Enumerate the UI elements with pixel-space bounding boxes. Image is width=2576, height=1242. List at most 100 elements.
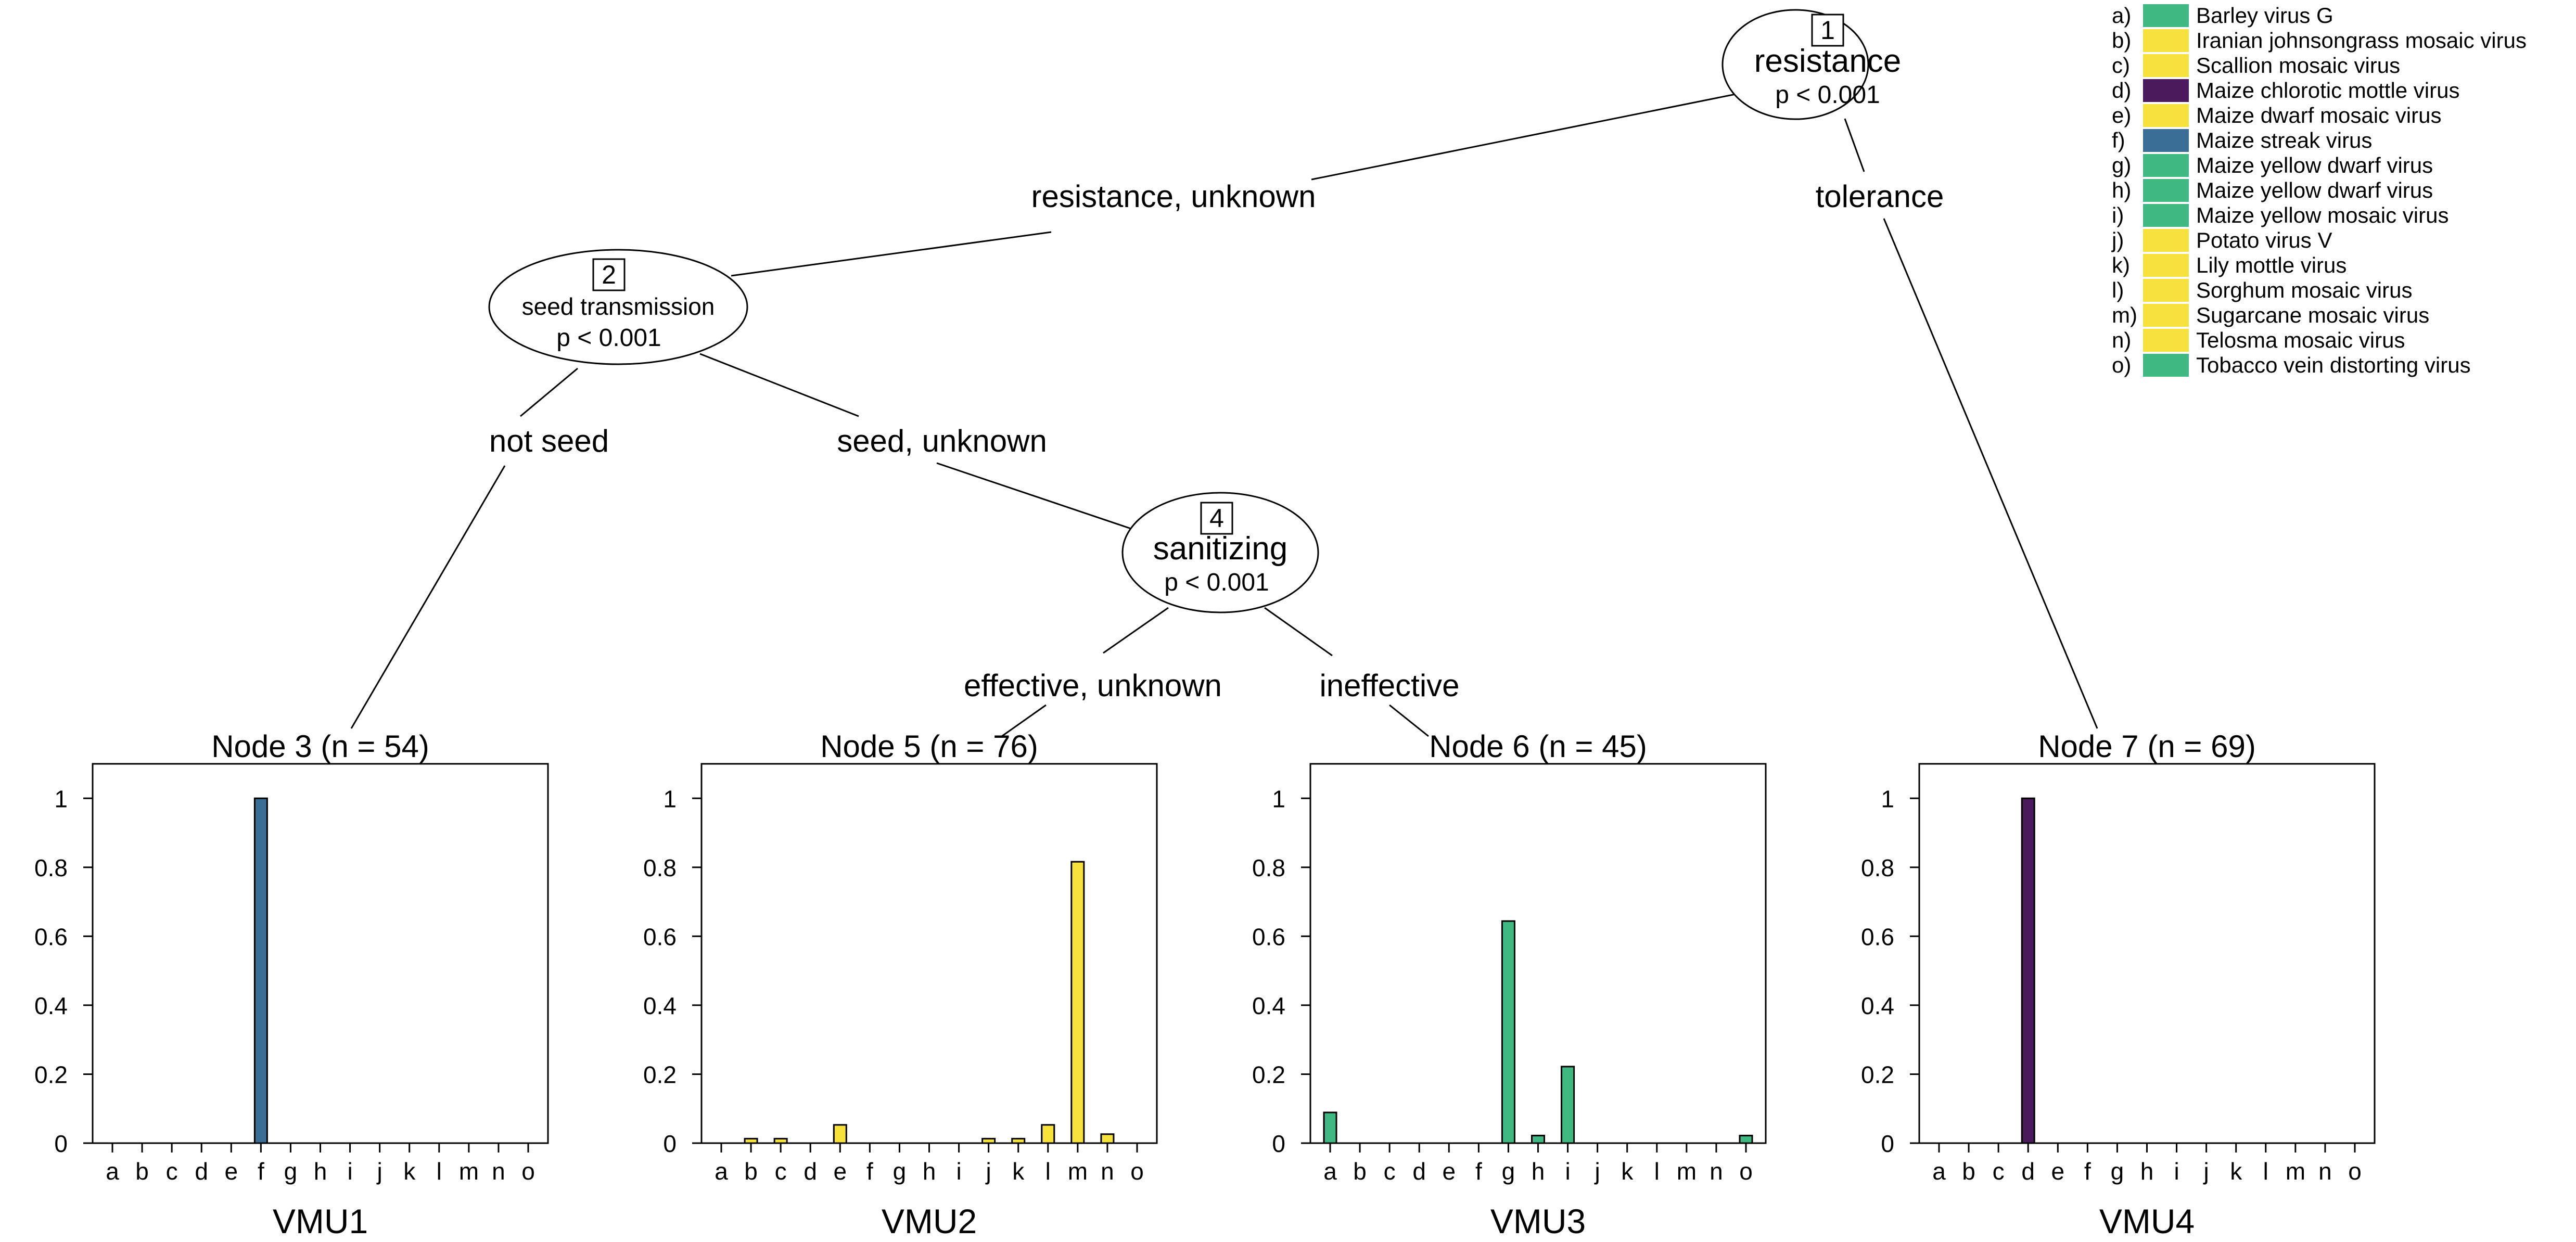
y-tick-label: 0.6 [643,923,677,950]
y-tick-label: 1 [663,785,677,812]
x-tick-label: f [258,1158,264,1185]
x-tick-label: g [893,1158,907,1185]
y-tick-label: 0 [1881,1130,1894,1157]
legend-key: f) [2112,128,2125,152]
x-tick-label: c [1993,1158,2005,1185]
legend-label: Iranian johnsongrass mosaic virus [2196,28,2527,53]
bar [773,1137,788,1144]
legend-label: Maize yellow mosaic virus [2196,203,2449,227]
x-tick-label: b [1353,1158,1367,1185]
legend-label: Maize streak virus [2196,128,2372,152]
legend-swatch [2143,104,2189,127]
legend-label: Sugarcane mosaic virus [2196,303,2429,327]
x-tick-label: k [403,1158,416,1185]
chart-title: Node 7 (n = 69) [2038,729,2256,764]
bar-chart-node: Node 5 (n = 76) 0 0.2 0.4 0.6 0.8 1 a b c d e f g h i j k… [643,729,1158,1240]
bar-chart-node: Node 7 (n = 69) 0 0.2 0.4 0.6 0.8 1 a b c d e f g h i j k… [1861,729,2376,1240]
edge-label-resistance-unknown: resistance, unknown [1031,179,1316,214]
x-tick-label: h [314,1158,327,1185]
y-tick-label: 0.4 [34,992,68,1019]
node-id-box [1811,14,1844,47]
legend-label: Maize chlorotic mottle virus [2196,78,2459,103]
legend-label: Lily mottle virus [2196,253,2347,277]
x-tick-label: o [521,1158,535,1185]
legend-swatch [2143,229,2189,252]
chart-xlabel: VMU4 [2099,1202,2195,1240]
bar-chart-node: Node 3 (n = 54) 0 0.2 0.4 0.6 0.8 1 a b c d e f g h i j k… [34,729,549,1240]
chart-frame [1309,763,1767,1144]
legend-swatch [2143,29,2189,52]
legend-swatch [2143,129,2189,152]
legend: a) Barley virus G b) Iranian johnsongrass m… [2111,3,2527,377]
y-tick-label: 0.8 [643,854,677,881]
bar [833,1124,847,1144]
legend-item: c) Scallion mosaic virus [2112,53,2400,78]
y-tick-label: 0.2 [1252,1061,1285,1088]
legend-item: e) Maize dwarf mosaic virus [2112,103,2441,127]
edge-line-2-4-lower [936,462,1145,534]
y-tick-label: 0.4 [1861,992,1894,1019]
x-tick-label: m [2286,1158,2305,1185]
y-tick-label: 0 [1272,1130,1285,1157]
y-tick-label: 0.2 [643,1061,677,1088]
bar [253,797,268,1144]
node-id: 4 [1209,504,1224,533]
edge-line-1-2-upper [1311,93,1739,181]
x-tick-label: c [166,1158,178,1185]
legend-label: Tobacco vein distorting virus [2196,353,2471,377]
x-tick-label: i [2174,1158,2179,1185]
x-tick-label: l [2263,1158,2268,1185]
legend-key: c) [2112,53,2130,78]
y-tick-label: 0.2 [34,1061,68,1088]
legend-item: d) Maize chlorotic mottle virus [2112,78,2459,103]
x-tick-label: k [1012,1158,1025,1185]
x-tick-label: j [1594,1158,1600,1185]
x-tick-label: i [956,1158,961,1185]
x-tick-label: k [2230,1158,2242,1185]
y-tick-label: 0 [54,1130,68,1157]
node-p-value: p < 0.001 [1164,569,1269,596]
chart-title: Node 5 (n = 76) [820,729,1038,764]
x-tick-label: e [2051,1158,2064,1185]
x-tick-label: g [2111,1158,2124,1185]
bar [2021,797,2035,1144]
legend-label: Sorghum mosaic virus [2196,278,2412,302]
bar [744,1137,758,1144]
node-ellipse [1121,492,1319,613]
legend-key: n) [2112,328,2131,352]
legend-item: o) Tobacco vein distorting virus [2112,353,2471,377]
y-tick-label: 0.2 [1861,1061,1894,1088]
x-tick-label: e [1442,1158,1456,1185]
node-ellipse [488,249,748,365]
edge-line-1-7-lower [1883,218,2098,729]
legend-swatch [2143,254,2189,277]
x-tick-label: f [2084,1158,2091,1185]
legend-item: n) Telosma mosaic virus [2112,328,2405,352]
legend-key: k) [2112,253,2130,277]
legend-swatch [2143,79,2189,102]
legend-label: Maize yellow dwarf virus [2196,178,2433,202]
legend-swatch [2143,154,2189,177]
edge-line-4-5-lower [1001,704,1047,737]
edge-line-2-3-lower [350,465,506,729]
legend-item: k) Lily mottle virus [2112,253,2347,277]
node-id-box [1200,502,1233,535]
legend-label: Maize yellow dwarf virus [2196,153,2433,177]
x-tick-label: c [775,1158,787,1185]
bar [1100,1133,1115,1144]
x-tick-label: n [1710,1158,1723,1185]
bar [1041,1124,1055,1144]
legend-label: Telosma mosaic virus [2196,328,2405,352]
legend-item: g) Maize yellow dwarf virus [2112,153,2433,177]
x-tick-label: d [195,1158,208,1185]
x-tick-label: m [1068,1158,1088,1185]
y-tick-label: 0.4 [1252,992,1285,1019]
bar [1561,1066,1575,1144]
y-tick-label: 0.4 [643,992,677,1019]
edge-line-2-4-upper [699,353,859,417]
chart-title: Node 6 (n = 45) [1429,729,1647,764]
legend-key: g) [2112,153,2131,177]
bar [1501,920,1515,1144]
node-p-value: p < 0.001 [1775,81,1880,109]
x-tick-label: o [1130,1158,1144,1185]
